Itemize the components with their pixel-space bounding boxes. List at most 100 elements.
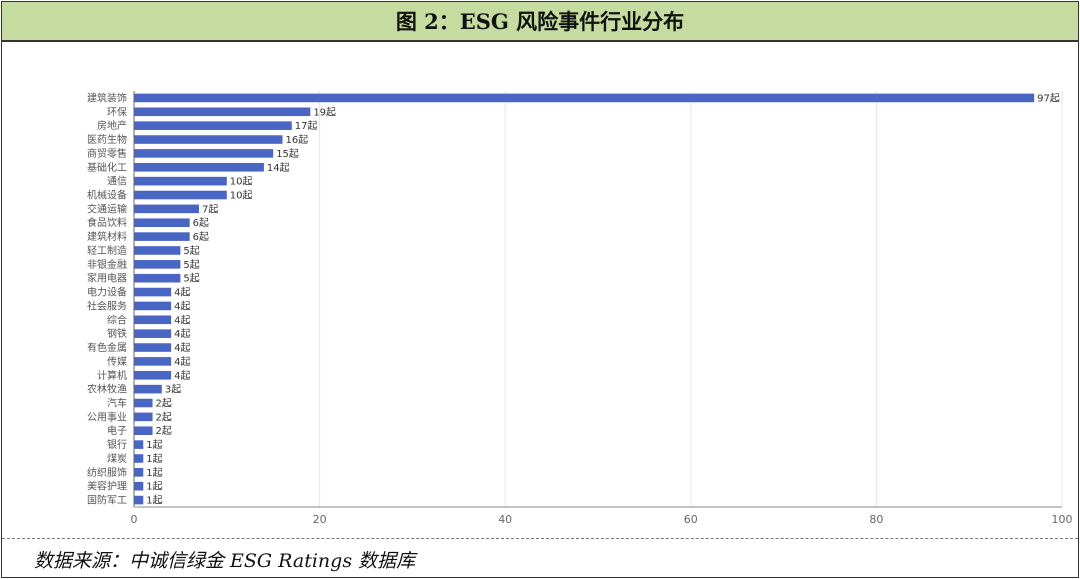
value-label-2: 17起 (295, 120, 318, 132)
bar-14 (134, 287, 172, 297)
bar-27 (134, 468, 144, 477)
category-label-21: 农林牧渔 (87, 383, 127, 396)
category-label-7: 机械设备 (87, 189, 127, 202)
category-label-6: 通信 (107, 176, 127, 188)
bar-17 (134, 329, 172, 338)
category-label-1: 环保 (107, 105, 127, 118)
category-label-2: 房地产 (97, 119, 127, 132)
bar-7 (134, 190, 227, 200)
x-tick-label-5: 100 (1052, 513, 1073, 526)
value-label-10: 6起 (193, 231, 209, 243)
category-label-19: 传媒 (107, 356, 127, 368)
value-label-26: 1起 (146, 453, 162, 465)
category-label-16: 综合 (107, 313, 127, 326)
x-tick-label-0: 0 (131, 513, 138, 526)
value-label-17: 4起 (174, 328, 190, 340)
category-label-14: 电力设备 (87, 286, 127, 299)
value-label-7: 10起 (230, 190, 253, 202)
category-label-8: 交通运输 (87, 202, 127, 215)
source-note: 数据来源：中诚信绿金 ESG Ratings 数据库 (34, 550, 416, 572)
category-label-24: 电子 (107, 424, 127, 437)
value-label-13: 5起 (183, 273, 199, 285)
bar-8 (134, 204, 199, 214)
x-tick-label-4: 80 (869, 513, 883, 526)
figure-title: 图 2：ESG 风险事件行业分布 (395, 9, 685, 34)
value-label-12: 5起 (183, 259, 199, 271)
value-label-8: 7起 (202, 203, 218, 215)
bar-13 (134, 273, 181, 283)
category-label-5: 基础化工 (87, 161, 127, 174)
category-label-4: 商贸零售 (87, 147, 127, 160)
category-label-20: 计算机 (97, 369, 127, 382)
bar-3 (134, 135, 283, 144)
value-label-3: 16起 (285, 134, 308, 146)
category-label-3: 医药生物 (87, 133, 127, 146)
category-label-15: 社会服务 (87, 299, 127, 312)
bar-10 (134, 232, 190, 241)
category-label-26: 煤炭 (107, 452, 127, 465)
category-label-12: 非银金融 (87, 258, 127, 271)
value-label-9: 6起 (193, 217, 209, 229)
value-label-6: 10起 (230, 176, 253, 188)
bar-26 (134, 454, 144, 463)
bar-2 (134, 121, 292, 130)
bar-22 (134, 398, 153, 408)
category-label-10: 建筑材料 (87, 230, 127, 243)
bar-11 (134, 246, 181, 255)
value-label-21: 3起 (165, 384, 181, 396)
category-label-18: 有色金属 (87, 341, 127, 354)
bar-5 (134, 162, 264, 172)
value-label-18: 4起 (174, 342, 190, 354)
value-label-24: 2起 (156, 425, 172, 437)
bar-12 (134, 260, 181, 269)
value-label-27: 1起 (146, 467, 162, 479)
value-label-14: 4起 (174, 287, 190, 299)
category-label-9: 食品饮料 (87, 216, 127, 229)
bar-19 (134, 357, 172, 366)
value-label-29: 1起 (146, 495, 162, 507)
x-tick-label-3: 60 (684, 513, 698, 526)
value-label-11: 5起 (183, 245, 199, 257)
value-label-20: 4起 (174, 370, 190, 382)
x-tick-label-1: 20 (313, 513, 327, 526)
value-label-16: 4起 (174, 314, 190, 326)
category-label-28: 美容护理 (87, 480, 127, 493)
bar-29 (134, 495, 144, 505)
bar-23 (134, 412, 153, 422)
value-label-4: 15起 (276, 148, 299, 160)
bar-4 (134, 149, 274, 158)
bar-18 (134, 343, 172, 352)
x-tick-label-2: 40 (498, 513, 512, 526)
category-label-27: 纺织服饰 (87, 466, 127, 479)
category-label-0: 建筑装饰 (87, 91, 127, 104)
value-label-19: 4起 (174, 356, 190, 368)
category-label-11: 轻工制造 (87, 244, 127, 257)
source-divider (2, 538, 1078, 539)
bar-1 (134, 107, 311, 117)
value-label-15: 4起 (174, 300, 190, 312)
category-label-17: 钢铁 (107, 327, 127, 340)
value-label-0: 97起 (1037, 92, 1060, 104)
category-label-23: 公用事业 (87, 410, 127, 423)
bar-6 (134, 176, 227, 186)
bar-21 (134, 384, 162, 394)
bar-28 (134, 481, 144, 491)
bar-9 (134, 218, 190, 228)
value-label-23: 2起 (156, 411, 172, 423)
category-label-13: 家用电器 (87, 272, 127, 285)
bar-24 (134, 426, 153, 436)
value-label-5: 14起 (267, 162, 290, 174)
bar-25 (134, 440, 144, 449)
value-label-1: 19起 (313, 106, 336, 118)
bar-0 (134, 93, 1035, 103)
value-label-22: 2起 (156, 398, 172, 410)
category-label-25: 银行 (107, 438, 127, 451)
bar-16 (134, 315, 172, 325)
value-label-28: 1起 (146, 481, 162, 493)
value-label-25: 1起 (146, 439, 162, 451)
category-label-22: 汽车 (107, 397, 127, 410)
bar-15 (134, 301, 172, 311)
bar-20 (134, 370, 172, 380)
